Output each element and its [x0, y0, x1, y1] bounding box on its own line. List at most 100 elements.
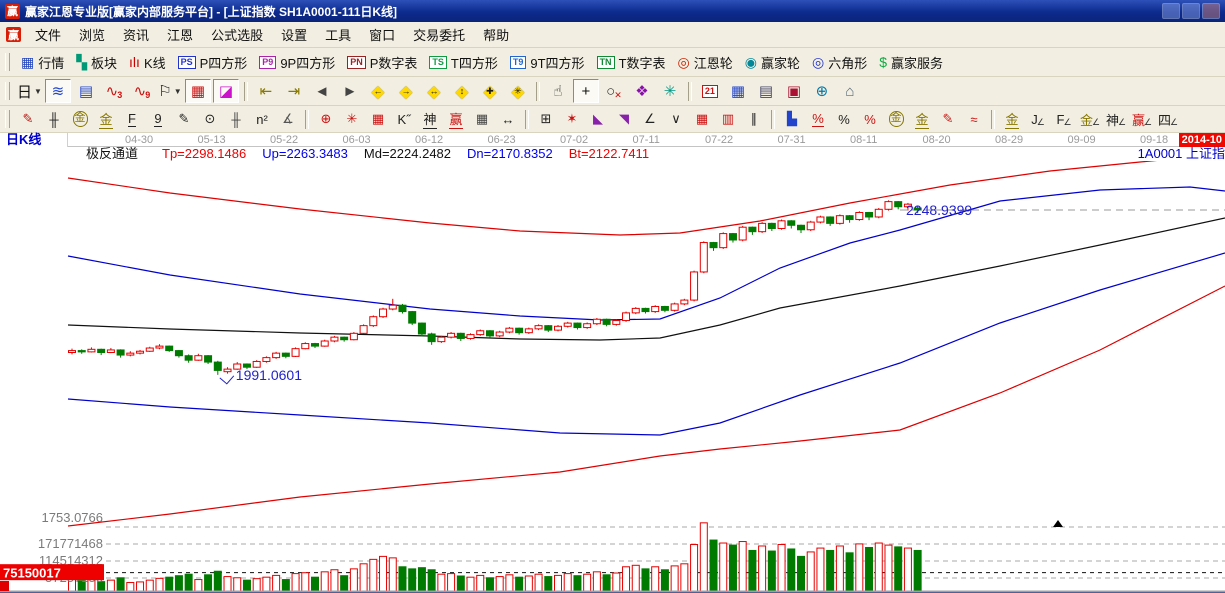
- tool-gold-circle[interactable]: 金: [884, 108, 908, 130]
- tool-save[interactable]: ▣: [781, 79, 807, 103]
- tool-prev-bar[interactable]: ◄: [309, 79, 335, 103]
- tool-win-ruler[interactable]: 赢: [444, 108, 468, 130]
- tool-fan-box-1[interactable]: ◣: [586, 108, 610, 130]
- tool-expand-vertical[interactable]: ◆ ↕: [449, 79, 475, 103]
- menu-item-4[interactable]: 公式选股: [211, 28, 264, 43]
- tool-grid-123[interactable]: ▦: [470, 108, 494, 130]
- tool-web-service[interactable]: ⊕: [809, 79, 835, 103]
- tool-remote-assist[interactable]: ⌂: [837, 79, 863, 103]
- toolbar-item-hexagon[interactable]: ◎ 六角形: [806, 51, 873, 74]
- toolbar-item-9t-square[interactable]: T9 9T四方形: [504, 51, 591, 74]
- toolbar-item-winner-service[interactable]: $ 赢家服务: [873, 51, 949, 74]
- maximize-button[interactable]: [1182, 3, 1200, 19]
- tool-win-angle[interactable]: 赢 ∠: [1130, 108, 1154, 130]
- tool-price-grid-1[interactable]: ▦: [690, 108, 714, 130]
- tool-price-grid-2[interactable]: ▥: [716, 108, 740, 130]
- toolbar-item-kline[interactable]: ılı K线: [123, 51, 172, 74]
- menu-item-8[interactable]: 交易委托: [413, 28, 466, 43]
- tool-gann-pen[interactable]: ✎: [16, 108, 40, 130]
- tool-star-grid[interactable]: ✳: [340, 108, 364, 130]
- tool-expand-right[interactable]: ◆ →: [393, 79, 419, 103]
- tool-target-circle[interactable]: ⊕: [314, 108, 338, 130]
- tool-next-bar[interactable]: ►: [337, 79, 363, 103]
- menu-item-5[interactable]: 设置: [281, 28, 308, 43]
- tool-pin-marker[interactable]: ⚐ ▼: [157, 79, 183, 103]
- tool-j-angle[interactable]: J ∠: [1026, 108, 1050, 130]
- tool-angle-mirror[interactable]: ∡: [276, 108, 300, 130]
- tool-time-ruler[interactable]: ╫: [42, 108, 66, 130]
- menu-item-9[interactable]: 帮助: [483, 28, 510, 43]
- tool-fib-ruler[interactable]: F: [120, 108, 144, 130]
- tool-gold-angle[interactable]: 金 ∠: [1078, 108, 1102, 130]
- tool-expand-all[interactable]: ◆ ✚: [477, 79, 503, 103]
- tool-pattern-tool[interactable]: ✳: [657, 79, 683, 103]
- tool-calculator[interactable]: ▦: [725, 79, 751, 103]
- tool-gann-grid-map[interactable]: ▦: [184, 79, 211, 103]
- tool-crosshair[interactable]: +: [572, 79, 599, 103]
- tool-kline-period[interactable]: 日 ▼: [16, 79, 43, 103]
- kline-chart[interactable]: 1753.07661717714681145143125725715675150…: [0, 161, 1225, 593]
- tool-ray-fan[interactable]: ✶: [560, 108, 584, 130]
- tool-drag-hand[interactable]: ☝: [545, 79, 571, 103]
- tool-gold-ruler[interactable]: 金: [94, 108, 118, 130]
- tool-wave-a[interactable]: ≈: [962, 108, 986, 130]
- toolbar-item-9p-square[interactable]: P9 9P四方形: [253, 51, 341, 74]
- tool-percent-level[interactable]: %: [858, 108, 882, 130]
- tool-compress-all[interactable]: ◆ ✳: [505, 79, 531, 103]
- tool-panel-list[interactable]: ▙: [780, 108, 804, 130]
- close-button[interactable]: [1202, 3, 1220, 19]
- tool-shen-ruler[interactable]: 神: [418, 108, 442, 130]
- tool-width-arrow[interactable]: ↔: [496, 108, 520, 130]
- menu-item-6[interactable]: 工具: [325, 28, 352, 43]
- tool-shen-angle[interactable]: 神 ∠: [1104, 108, 1128, 130]
- menu-item-1[interactable]: 浏览: [79, 28, 106, 43]
- tool-si-angle[interactable]: 四 ∠: [1156, 108, 1180, 130]
- menu-item-3[interactable]: 江恩: [167, 28, 194, 43]
- tool-profile-chart[interactable]: ◪: [212, 79, 239, 103]
- tool-gold-ratio-circle[interactable]: 金: [68, 108, 92, 130]
- tool-box-grid[interactable]: ▦: [366, 108, 390, 130]
- tool-zoom-chart[interactable]: ≋: [44, 79, 71, 103]
- tool-f10-info[interactable]: ▤: [73, 79, 99, 103]
- tool-v-wave[interactable]: ∨: [664, 108, 688, 130]
- toolbar-item-t-square[interactable]: TS T四方形: [423, 51, 503, 74]
- tool-f-angle[interactable]: F ∠: [1052, 108, 1076, 130]
- tool-calendar[interactable]: 21: [697, 79, 723, 103]
- toolbar-item-p-number-table[interactable]: PN P数字表: [341, 51, 423, 74]
- menu-item-2[interactable]: 资讯: [123, 28, 150, 43]
- toolbar-item-quotes[interactable]: ▦ 行情: [15, 51, 70, 74]
- tool-pen-red[interactable]: ✎: [936, 108, 960, 130]
- tool-wave-3[interactable]: ∿ 3: [101, 79, 127, 103]
- tool-first-bar[interactable]: ⇤: [253, 79, 279, 103]
- toolbar-item-t-number-table[interactable]: TN T数字表: [591, 51, 672, 74]
- toolbar-item-sectors[interactable]: ▚ 板块: [70, 51, 123, 74]
- pin-marker-dropdown-icon[interactable]: ▼: [173, 86, 182, 96]
- toolbar-item-winner-wheel[interactable]: ◉ 赢家轮: [739, 51, 806, 74]
- tool-gold-level[interactable]: 金: [910, 108, 934, 130]
- tool-n-square[interactable]: n²: [250, 108, 274, 130]
- tool-pen-ruler[interactable]: ✎: [172, 108, 196, 130]
- tool-circle-ruler[interactable]: ⊙: [198, 108, 222, 130]
- tool-expand-left[interactable]: ◆ ←: [365, 79, 391, 103]
- kline-period-dropdown-icon[interactable]: ▼: [34, 86, 42, 96]
- tool-gold-base[interactable]: 金: [1000, 108, 1024, 130]
- tool-percent-line-red[interactable]: %: [806, 108, 830, 130]
- toolbar-item-gann-wheel[interactable]: ◎ 江恩轮: [672, 51, 739, 74]
- tool-parallel-lines[interactable]: ∥: [742, 108, 766, 130]
- menu-item-0[interactable]: 文件: [35, 28, 62, 43]
- tool-k-mark[interactable]: K˝: [392, 108, 416, 130]
- tool-spiral-9[interactable]: 9: [146, 108, 170, 130]
- tool-axis-box[interactable]: ⊞: [534, 108, 558, 130]
- toolbar-item-p-square[interactable]: PS P四方形: [172, 51, 254, 74]
- tool-percent[interactable]: %: [832, 108, 856, 130]
- minimize-button[interactable]: [1162, 3, 1180, 19]
- tool-fan-box-2[interactable]: ◥: [612, 108, 636, 130]
- tool-expand-horizontal[interactable]: ◆ ↔: [421, 79, 447, 103]
- tool-angle-lines[interactable]: ∠: [638, 108, 662, 130]
- tool-notes[interactable]: ▤: [753, 79, 779, 103]
- menu-item-7[interactable]: 窗口: [369, 28, 396, 43]
- tool-zoom-cancel[interactable]: ○ ✕: [601, 79, 627, 103]
- tool-last-bar[interactable]: ⇥: [281, 79, 307, 103]
- tool-comb-ruler[interactable]: ╫: [224, 108, 248, 130]
- tool-wave-9[interactable]: ∿ 9: [129, 79, 155, 103]
